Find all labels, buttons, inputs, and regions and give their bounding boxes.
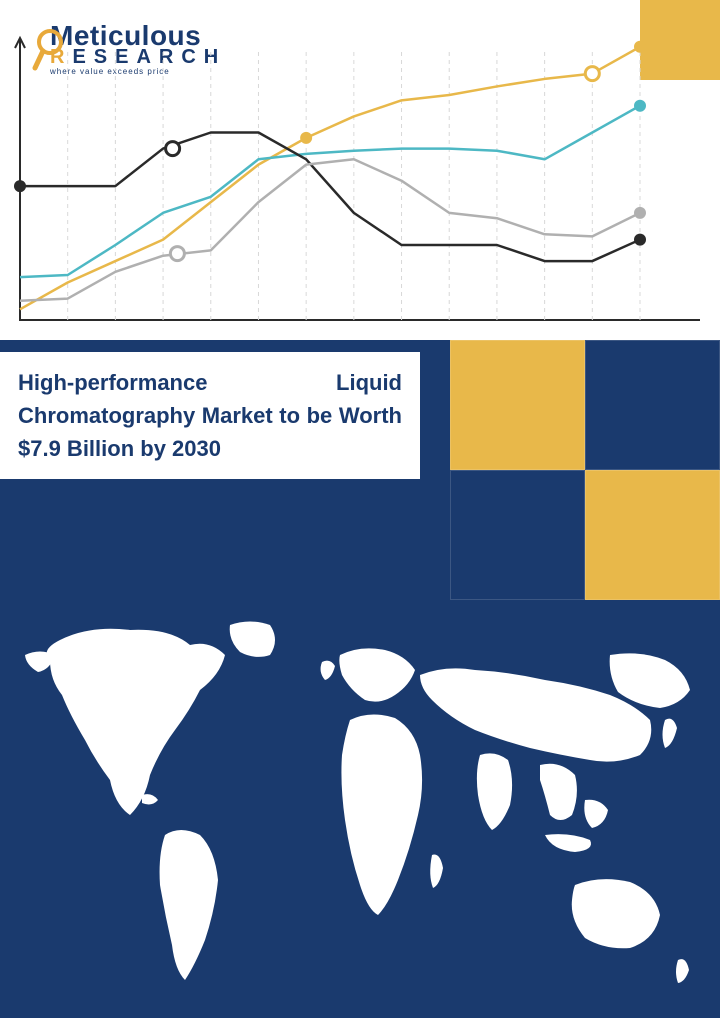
title-box: High-performance Liquid Chromatography M… xyxy=(0,352,420,479)
title-text: High-performance Liquid Chromatography M… xyxy=(18,366,402,465)
quad-br xyxy=(585,470,720,600)
world-map-section xyxy=(0,600,720,1018)
world-map xyxy=(0,600,720,1018)
quad-tl xyxy=(450,340,585,470)
line-chart xyxy=(0,0,720,340)
middle-section: High-performance Liquid Chromatography M… xyxy=(0,340,720,600)
quad-tr xyxy=(585,340,720,470)
title-panel: High-performance Liquid Chromatography M… xyxy=(0,340,450,600)
quad-bl xyxy=(450,470,585,600)
quad-panel xyxy=(450,340,720,600)
chart-section: Meticulous RESEARCH where value exceeds … xyxy=(0,0,720,340)
